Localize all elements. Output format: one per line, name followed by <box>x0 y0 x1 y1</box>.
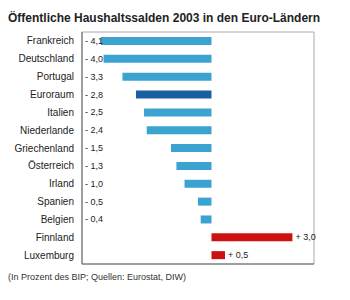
html-text:(In Prozent des BIP; Quellen:: (In Prozent des BIP; Quellen: Eurostat, … <box>8 272 187 282</box>
svg-text:- 2,5: - 2,5 <box>85 107 103 117</box>
svg-text:+ 0,5: + 0,5 <box>228 250 248 260</box>
svg-text:- 3,3: - 3,3 <box>85 72 103 82</box>
svg-text:Frankreich: Frankreich <box>27 35 74 46</box>
svg-text:- 4,0: - 4,0 <box>85 54 103 64</box>
svg-text:- 1,5: - 1,5 <box>85 143 103 153</box>
svg-text:Österreich: Österreich <box>28 160 74 171</box>
svg-text:Euroraum: Euroraum <box>30 89 74 100</box>
svg-text:- 1,3: - 1,3 <box>85 161 103 171</box>
svg-text:Spanien: Spanien <box>37 196 74 207</box>
svg-text:- 0,5: - 0,5 <box>85 197 103 207</box>
svg-text:- 2,8: - 2,8 <box>85 90 103 100</box>
svg-text:- 2,4: - 2,4 <box>85 125 103 135</box>
svg-text:Griechenland: Griechenland <box>15 143 74 154</box>
svg-text:- 4,1: - 4,1 <box>85 36 103 46</box>
svg-text:Portugal: Portugal <box>37 71 74 82</box>
svg-text:Luxemburg: Luxemburg <box>24 250 74 261</box>
svg-text:Niederlande: Niederlande <box>20 125 74 136</box>
svg-text:Deutschland: Deutschland <box>18 53 74 64</box>
svg-text:Irland: Irland <box>49 178 74 189</box>
svg-text:Italien: Italien <box>47 107 74 118</box>
svg-text:+ 3,0: + 3,0 <box>295 232 315 242</box>
svg-text:Belgien: Belgien <box>41 214 74 225</box>
html-text:Öffentliche Haushaltssalden 20: Öffentliche Haushaltssalden 2003 in den … <box>8 11 321 25</box>
svg-text:- 1,0: - 1,0 <box>85 179 103 189</box>
svg-text:- 0,4: - 0,4 <box>85 214 103 224</box>
svg-text:Finnland: Finnland <box>36 232 74 243</box>
